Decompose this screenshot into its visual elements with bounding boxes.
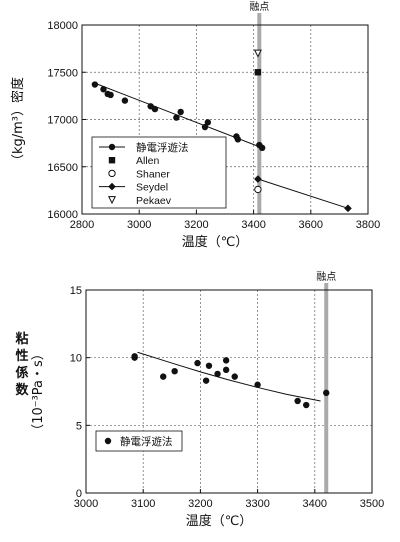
fit-line-3 [257, 178, 349, 209]
data-point-0-4 [121, 97, 129, 104]
data-point-0-10 [231, 373, 238, 380]
legend-marker-0 [108, 143, 116, 151]
data-point-0-12 [294, 397, 301, 405]
legend-marker-0 [104, 437, 112, 445]
y-axis-label-char-2: 係 [15, 365, 28, 381]
legend-label-4: Pekaev [136, 195, 172, 207]
plot-frame [85, 289, 373, 494]
x-tick-label: 3100 [131, 498, 155, 510]
legend-label-2: Shaner [136, 168, 170, 180]
y-tick-label: 16000 [47, 209, 78, 221]
y-tick-label: 16500 [47, 162, 78, 174]
y-axis-label-char-0: 粘 [14, 331, 28, 347]
data-point-3-0 [254, 175, 262, 183]
x-tick-label: 3200 [188, 498, 212, 510]
x-tick-label: 3800 [356, 219, 380, 231]
data-point-0-9 [201, 123, 209, 131]
melting-point-label: 融点 [316, 271, 336, 283]
data-point-0-10 [204, 119, 212, 126]
legend-marker-2 [108, 169, 116, 178]
data-point-0-8 [177, 108, 184, 116]
y-axis-label-char-3: 数 [15, 382, 29, 398]
legend-label-0: 静電浮遊法 [120, 435, 173, 448]
y-tick-label: 18000 [47, 20, 78, 32]
y-tick-label: 17000 [47, 115, 78, 127]
data-point-2-0 [254, 185, 262, 194]
data-point-0-5 [202, 377, 210, 384]
legend-label-0: 静電浮遊法 [136, 141, 189, 154]
legend-box [95, 430, 183, 452]
x-tick-label: 3300 [245, 498, 269, 510]
y-axis-label: （kg/m³）密度 [10, 77, 26, 167]
legend-marker-1 [108, 157, 116, 164]
y-tick-label: 10 [70, 353, 82, 365]
data-point-0-4 [194, 359, 201, 367]
y-tick-label: 5 [76, 420, 82, 432]
data-point-0-0 [91, 81, 99, 88]
x-tick-label: 3400 [241, 219, 265, 231]
x-tick-label: 3400 [303, 498, 327, 510]
legend-marker-3 [108, 182, 116, 191]
melting-point-label: 融点 [249, 1, 269, 13]
y-tick-label: 15 [70, 285, 82, 297]
x-tick-label: 2800 [70, 219, 94, 231]
data-point-0-3 [107, 91, 114, 99]
data-point-0-8 [222, 357, 230, 364]
data-point-0-6 [151, 105, 159, 113]
data-point-0-1 [100, 86, 107, 93]
data-point-0-2 [160, 373, 167, 380]
x-axis-label: 温度（℃） [186, 513, 253, 529]
data-point-4-0 [253, 49, 262, 58]
data-point-3-1 [344, 204, 352, 213]
x-tick-label: 3000 [127, 219, 151, 231]
legend-label-1: Allen [136, 155, 160, 167]
y-axis-unit-label: （10⁻³Pa・s） [31, 347, 46, 437]
density-chart: 融点 2800 3000 3200 3400 3600 3800 16000 16500 1700… [10, 1, 380, 250]
x-tick-label: 3500 [360, 498, 384, 510]
y-axis-label-char-1: 性 [15, 348, 28, 364]
data-point-0-13 [303, 401, 310, 409]
x-tick-label: 3000 [74, 498, 98, 510]
x-tick-label: 3600 [299, 219, 323, 231]
data-point-0-3 [171, 368, 178, 375]
data-point-0-12 [234, 136, 242, 143]
legend-label-3: Seydel [136, 182, 168, 194]
data-point-0-11 [254, 381, 261, 388]
y-tick-label: 0 [76, 488, 82, 500]
data-point-0-1 [131, 353, 138, 360]
data-point-0-9 [222, 366, 230, 374]
data-point-0-7 [214, 370, 221, 378]
data-point-0-7 [173, 114, 180, 121]
data-point-0-6 [205, 362, 213, 369]
y-tick-label: 17500 [47, 67, 78, 79]
legend-marker-4 [107, 196, 117, 205]
data-point-1-0 [254, 69, 262, 76]
fit-line-0 [137, 351, 321, 402]
x-axis-label: 温度（℃） [182, 234, 249, 250]
x-tick-label: 3200 [184, 219, 208, 231]
data-point-0-14 [258, 144, 266, 152]
data-point-0-14 [323, 389, 330, 397]
